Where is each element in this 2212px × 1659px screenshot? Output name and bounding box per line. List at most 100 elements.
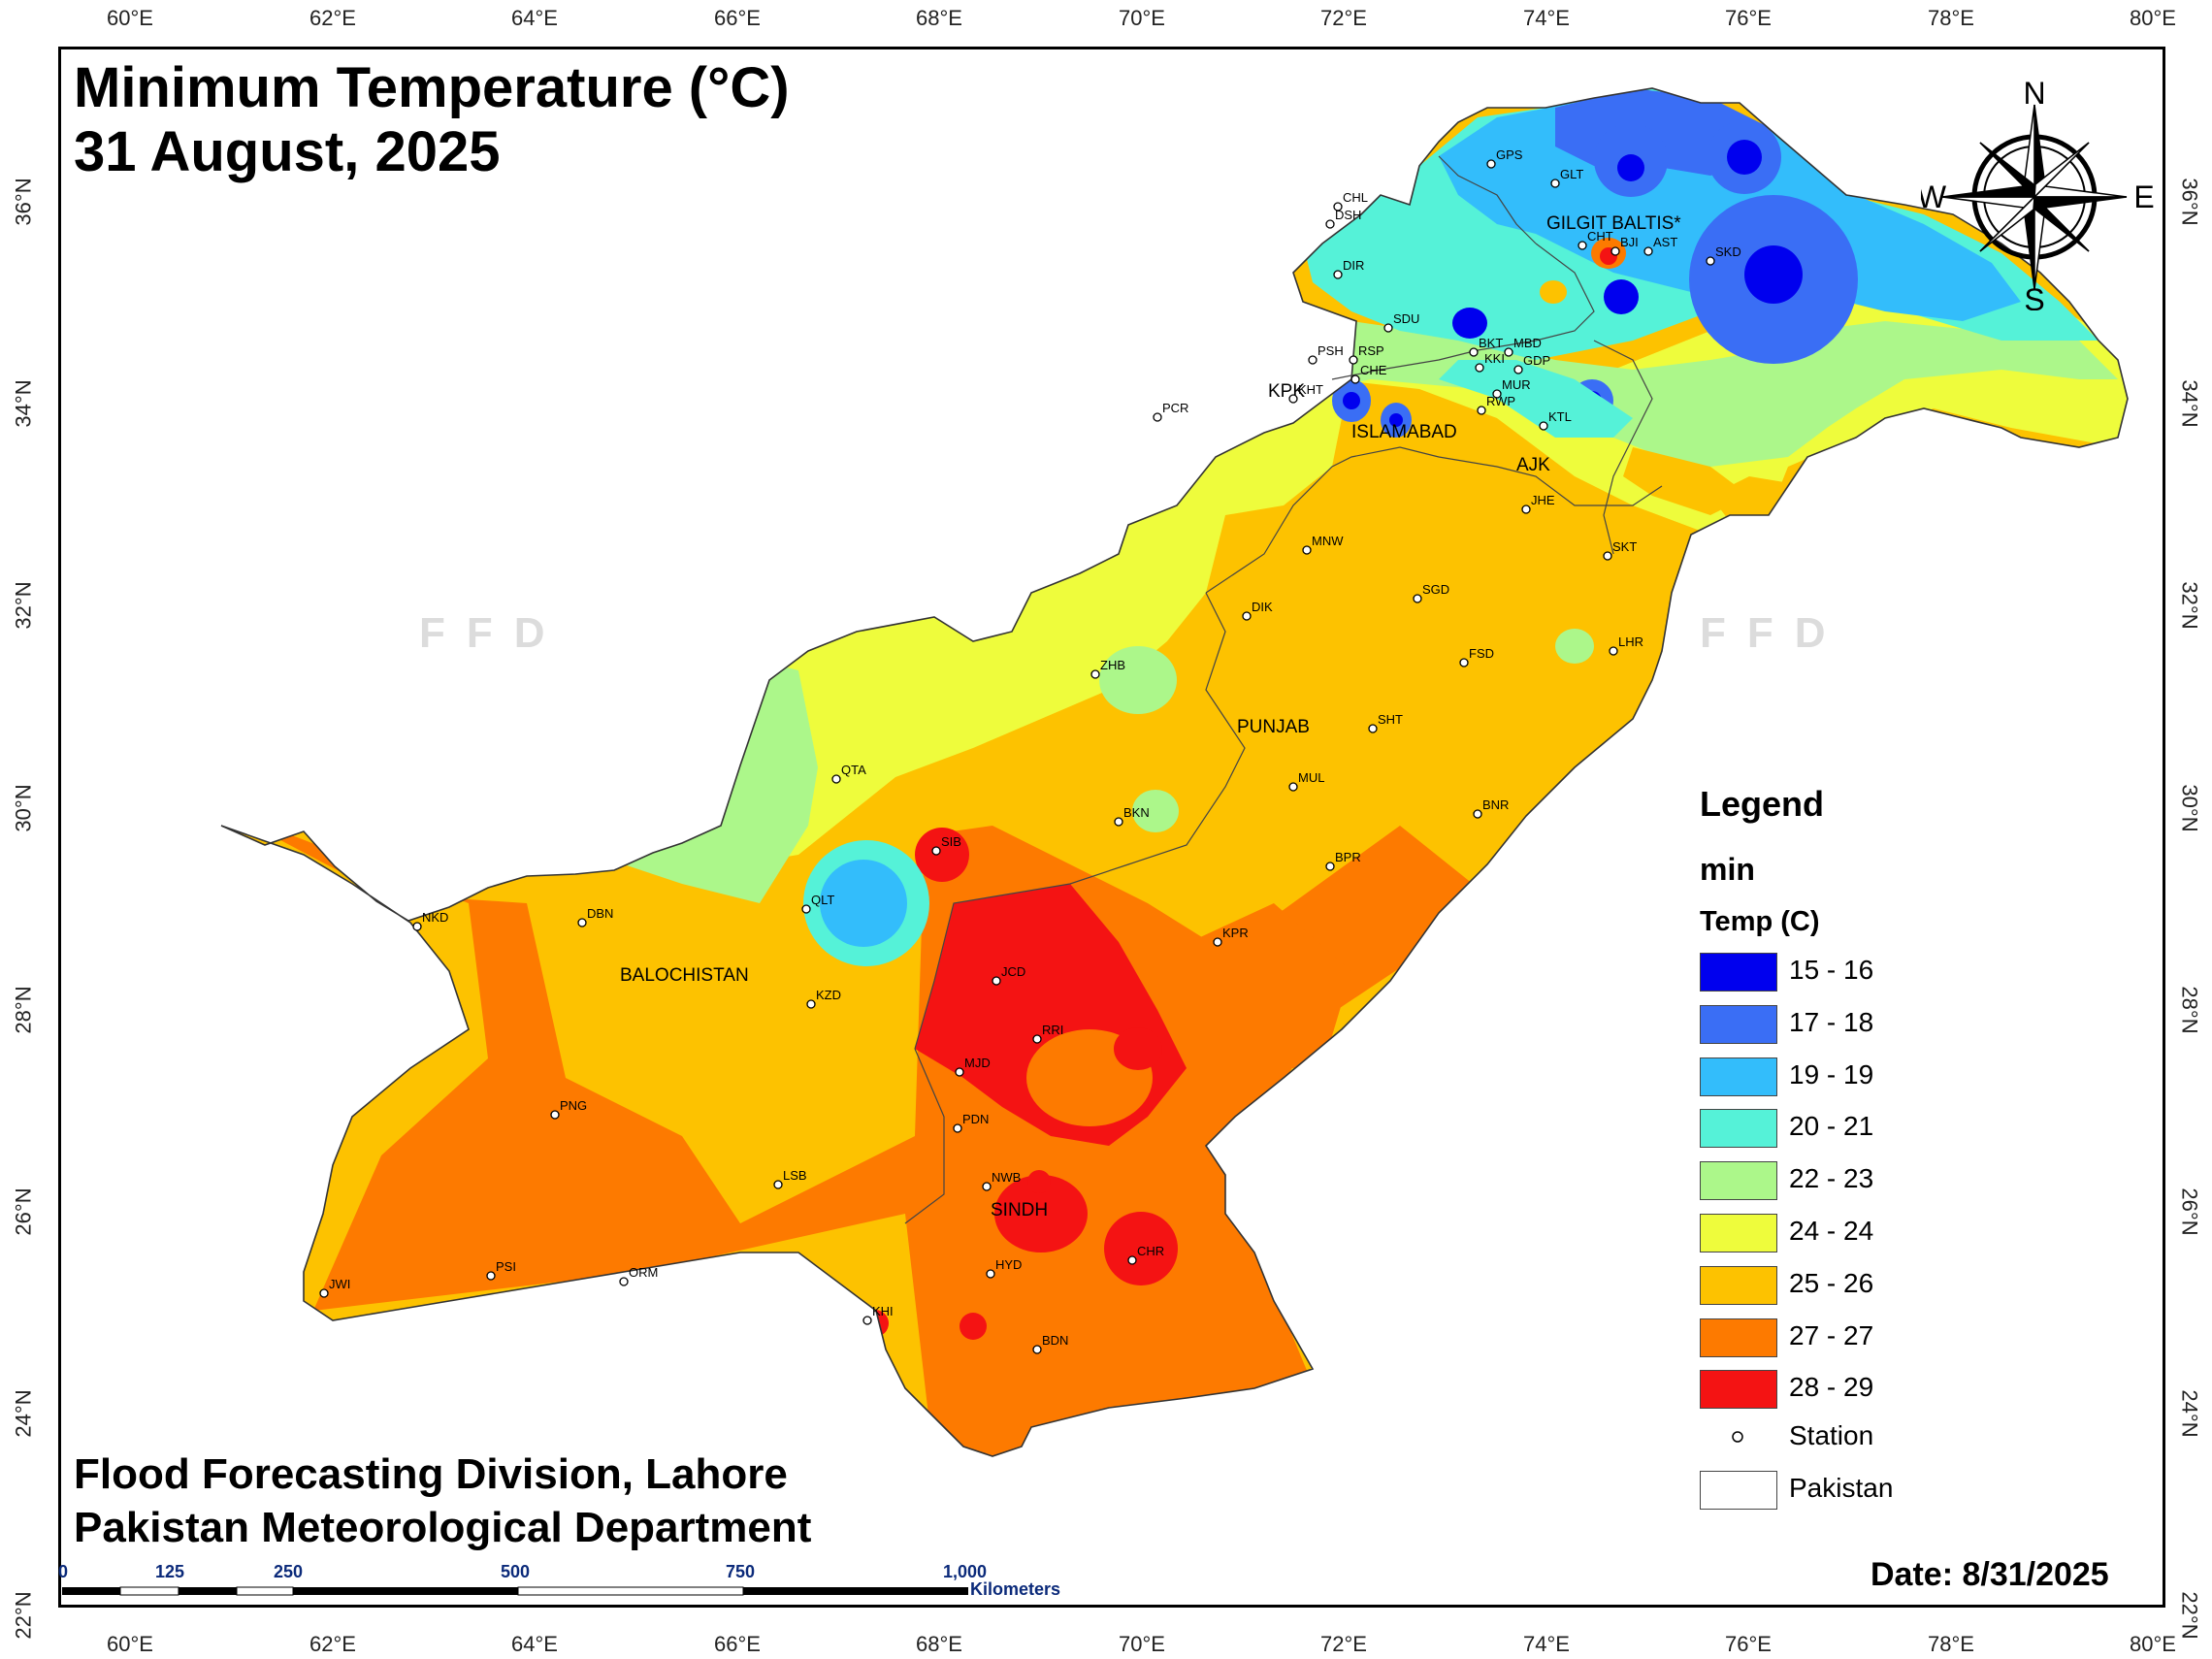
station-marker-nwb [982, 1182, 992, 1191]
latitude-label-right: 22°N [2177, 1591, 2202, 1640]
legend-class-label: 25 - 26 [1789, 1267, 1874, 1298]
legend-class-label: 15 - 16 [1789, 955, 1874, 985]
station-marker-mul [1288, 782, 1298, 792]
legend: Legend min Temp (C) 15 - 16 17 - 18 19 - 1… [1700, 784, 1991, 1521]
watermark-right: FFD [1700, 609, 1847, 657]
legend-swatch [1700, 1317, 1777, 1357]
scale-bar: 0 125 250 500 750 1,000 Kilometers [58, 1562, 1125, 1610]
station-label-chr: CHR [1137, 1244, 1164, 1258]
legend-class-label: 17 - 18 [1789, 1006, 1874, 1037]
station-label-qta: QTA [841, 763, 866, 777]
station-label-lsb: LSB [783, 1168, 807, 1183]
station-label-zhb: ZHB [1100, 658, 1125, 672]
station-marker-bdn [1032, 1345, 1042, 1354]
credit-line-1: Flood Forecasting Division, Lahore [74, 1450, 788, 1498]
longitude-label-bottom: 78°E [1928, 1632, 1974, 1656]
legend-class-row: 28 - 29 [1700, 1370, 1991, 1411]
scale-bar-tick-label: 500 [501, 1562, 531, 1581]
legend-class-row: 24 - 24 [1700, 1214, 1991, 1254]
station-marker-zhb [1090, 669, 1100, 679]
compass-w: W [1921, 179, 1947, 214]
station-label-nwb: NWB [992, 1170, 1021, 1185]
latitude-label-left: 22°N [11, 1591, 36, 1640]
station-layer: GPS GLT CHL DSH CHT BJI AST SKD DIR SDU PCR PSH RSP C… [319, 147, 1741, 1354]
latitude-label-right: 36°N [2177, 178, 2202, 226]
station-label-jwi: JWI [329, 1277, 350, 1291]
station-marker-dbn [577, 918, 587, 927]
station-marker-kht [1288, 394, 1298, 404]
province-boundaries [904, 155, 1663, 1224]
station-label-jcd: JCD [1001, 964, 1025, 979]
latitude-label-right: 32°N [2177, 581, 2202, 630]
scale-bar-tick-label: 125 [155, 1562, 185, 1581]
station-marker-mur [1492, 389, 1502, 399]
station-marker-psi [486, 1271, 496, 1281]
station-marker-rwp [1477, 406, 1486, 415]
longitude-label-bottom: 68°E [916, 1632, 962, 1656]
station-marker-kpr [1213, 937, 1222, 947]
scale-bar-tick-label: 1,000 [943, 1562, 988, 1581]
station-label-psi: PSI [496, 1259, 516, 1274]
latitude-label-left: 36°N [11, 178, 36, 226]
latitude-label-right: 24°N [2177, 1389, 2202, 1438]
longitude-label-top: 62°E [309, 6, 356, 30]
station-marker-gdp [1513, 365, 1523, 374]
longitude-label-top: 68°E [916, 6, 962, 30]
station-label-skt: SKT [1612, 539, 1637, 554]
legend-station-label: Station [1789, 1420, 1874, 1450]
station-label-gps: GPS [1496, 147, 1523, 162]
station-marker-jwi [319, 1288, 329, 1298]
station-label-che: CHE [1360, 363, 1387, 377]
legend-field-name: Temp (C) [1700, 906, 1820, 937]
station-label-pdn: PDN [962, 1112, 989, 1126]
compass-e: E [2133, 179, 2154, 214]
legend-class-row: 15 - 16 [1700, 953, 1991, 993]
station-label-skd: SKD [1715, 244, 1741, 259]
station-label-kpr: KPR [1222, 926, 1249, 940]
legend-class-row: 17 - 18 [1700, 1004, 1991, 1046]
station-label-kki: KKI [1484, 351, 1505, 366]
legend-swatch [1700, 953, 1777, 992]
latitude-label-left: 30°N [11, 784, 36, 832]
station-label-mur: MUR [1502, 377, 1531, 392]
longitude-label-bottom: 72°E [1320, 1632, 1367, 1656]
legend-class-row: 20 - 21 [1700, 1109, 1991, 1150]
station-label-pcr: PCR [1162, 401, 1188, 415]
latitude-label-right: 30°N [2177, 784, 2202, 832]
station-marker-ktl [1539, 421, 1548, 431]
station-marker-bji [1610, 246, 1620, 256]
station-marker-qta [831, 774, 841, 784]
station-marker-lhr [1609, 646, 1618, 656]
station-label-bdn: BDN [1042, 1333, 1068, 1348]
station-label-bkn: BKN [1123, 805, 1150, 820]
station-marker-nkd [412, 922, 422, 931]
station-label-dbn: DBN [587, 906, 613, 921]
station-label-bnr: BNR [1482, 797, 1509, 812]
station-marker-mnw [1302, 545, 1312, 555]
region-labels: GILGIT BALTIS* KPK ISLAMABAD AJK PUNJAB … [620, 213, 1681, 1220]
station-marker-dir [1333, 270, 1343, 279]
title-line-2: 31 August, 2025 [74, 120, 501, 183]
longitude-label-top: 76°E [1725, 6, 1772, 30]
station-label-sib: SIB [941, 834, 961, 849]
title-line-1: Minimum Temperature (°C) [74, 56, 790, 119]
longitude-label-top: 80°E [2130, 6, 2176, 30]
station-label-bkt: BKT [1479, 336, 1503, 350]
longitude-label-bottom: 76°E [1725, 1632, 1772, 1656]
station-marker-chr [1127, 1255, 1137, 1265]
station-label-mul: MUL [1298, 770, 1324, 785]
station-label-sht: SHT [1378, 712, 1403, 727]
legend-swatch [1700, 1109, 1777, 1149]
station-label-mnw: MNW [1312, 534, 1344, 548]
longitude-label-bottom: 60°E [107, 1632, 153, 1656]
latitude-label-left: 24°N [11, 1389, 36, 1438]
station-marker-hyd [986, 1269, 995, 1279]
station-label-psh: PSH [1317, 343, 1344, 358]
station-marker-lsb [773, 1180, 783, 1189]
station-marker-khi [862, 1316, 872, 1325]
longitude-label-top: 74°E [1523, 6, 1570, 30]
region-label-punjab: PUNJAB [1237, 717, 1310, 737]
station-label-dir: DIR [1343, 258, 1364, 273]
legend-swatch [1700, 1004, 1777, 1044]
compass-n: N [2023, 78, 2045, 111]
